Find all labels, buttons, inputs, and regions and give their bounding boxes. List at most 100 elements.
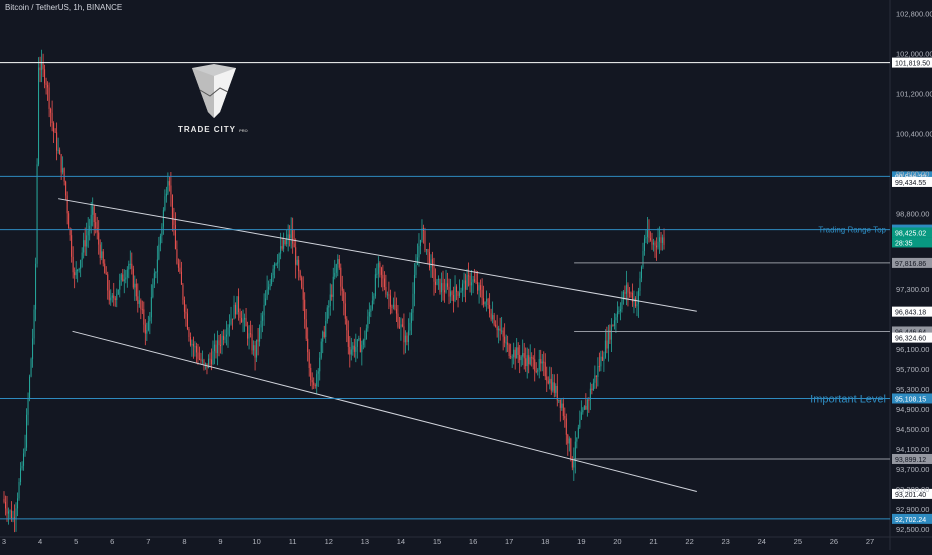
candle-body [504, 336, 506, 343]
candle-body [304, 299, 306, 320]
candle-body [501, 330, 503, 332]
candle-body [579, 419, 581, 428]
candle-body [210, 359, 212, 365]
candle-body [344, 303, 346, 319]
candle-body [123, 279, 125, 282]
candle-body [164, 196, 166, 211]
x-tick-label: 7 [146, 537, 150, 546]
candle-body [236, 296, 238, 315]
candle-body [585, 405, 587, 410]
candle-body [278, 253, 280, 263]
candle-body [425, 249, 427, 251]
price-tag[interactable] [892, 332, 932, 343]
x-tick-label: 23 [721, 537, 729, 546]
candle-body [170, 185, 172, 195]
candle-body [656, 245, 658, 248]
candle-body [389, 295, 391, 307]
candle-body [385, 287, 387, 295]
candle-body [171, 194, 173, 220]
candle-body [457, 291, 459, 296]
candle-body [439, 278, 441, 293]
candle-body [472, 279, 474, 283]
candle-body [11, 510, 13, 520]
candle-body [47, 84, 49, 88]
candle-body [377, 262, 379, 274]
candle-body [591, 388, 593, 391]
candle-body [475, 281, 477, 283]
candle-body [265, 298, 267, 306]
candle-body [101, 251, 103, 258]
candle-body [598, 366, 600, 368]
candle-body [547, 380, 549, 384]
candle-body [119, 280, 121, 290]
price-tag-label: 92,702.24 [895, 517, 926, 524]
candle-body [277, 262, 279, 264]
price-tag-label: 101,819.50 [895, 61, 930, 68]
candle-body [558, 399, 560, 401]
y-tick-label: 99,600.00 [896, 170, 929, 179]
candle-body [627, 284, 629, 293]
candle-body [141, 309, 143, 311]
price-tag[interactable] [892, 326, 932, 337]
candle-body [649, 238, 651, 241]
price-tag-label: 98,425.02 [895, 230, 926, 237]
price-tag[interactable] [892, 176, 932, 187]
logo-text-main: TRADE CITY [178, 125, 236, 134]
candle-body [346, 318, 348, 331]
candle-body [275, 263, 277, 265]
price-tag[interactable] [892, 393, 932, 404]
candle-body [392, 304, 394, 307]
candle-body [56, 132, 58, 151]
price-tag[interactable] [892, 57, 932, 68]
candle-body [310, 367, 312, 381]
x-tick-label: 24 [758, 537, 766, 546]
y-tick-label: 102,000.00 [896, 50, 932, 59]
candle-body [289, 234, 291, 239]
candle-body [292, 229, 294, 244]
candle-body [448, 286, 450, 297]
candle-body [534, 359, 536, 372]
y-tick-label: 98,800.00 [896, 210, 929, 219]
candle-body [168, 181, 170, 186]
candle-body [158, 244, 160, 260]
candle-body [531, 357, 533, 359]
price-tag[interactable] [892, 488, 932, 499]
y-tick-label: 97,300.00 [896, 285, 929, 294]
candle-body [329, 294, 331, 306]
candle-body [77, 270, 79, 272]
candle-body [368, 311, 370, 317]
candle-body [122, 274, 124, 282]
candle-body [212, 351, 214, 365]
candle-body [356, 339, 358, 347]
candle-body [93, 206, 95, 223]
candle-body [657, 241, 659, 248]
price-tag[interactable] [892, 257, 932, 268]
candle-body [493, 315, 495, 325]
price-tag[interactable] [892, 171, 932, 182]
candle-body [200, 358, 202, 362]
candle-body [259, 327, 261, 342]
candle-body [165, 193, 167, 197]
candle-body [39, 67, 41, 71]
price-tag[interactable] [892, 306, 932, 317]
price-tag[interactable] [892, 453, 932, 464]
candle-body [496, 326, 498, 331]
candle-body [609, 330, 611, 340]
y-tick-label: 92,500.00 [896, 525, 929, 534]
candle-body [469, 275, 471, 286]
y-tick-label: 102,800.00 [896, 10, 932, 19]
candle-body [180, 271, 182, 285]
candle-body [194, 346, 196, 348]
candle-body [325, 320, 327, 337]
price-tag[interactable] [892, 227, 932, 238]
time-axis[interactable]: 3 4 5 6 7 8 9 10 11 12 13 14 15 16 17 18 19 20 21 22 23 24 25 2… [2, 537, 874, 546]
price-tag[interactable] [892, 513, 932, 524]
candle-body [519, 354, 521, 361]
candle-body [110, 297, 112, 301]
price-axis[interactable]: 102,800.00 102,000.00 101,200.00 100,400.00… [896, 10, 932, 534]
x-tick-label: 10 [252, 537, 260, 546]
candle-body [59, 149, 61, 155]
candle-body [543, 361, 545, 363]
candle-body [379, 262, 381, 268]
